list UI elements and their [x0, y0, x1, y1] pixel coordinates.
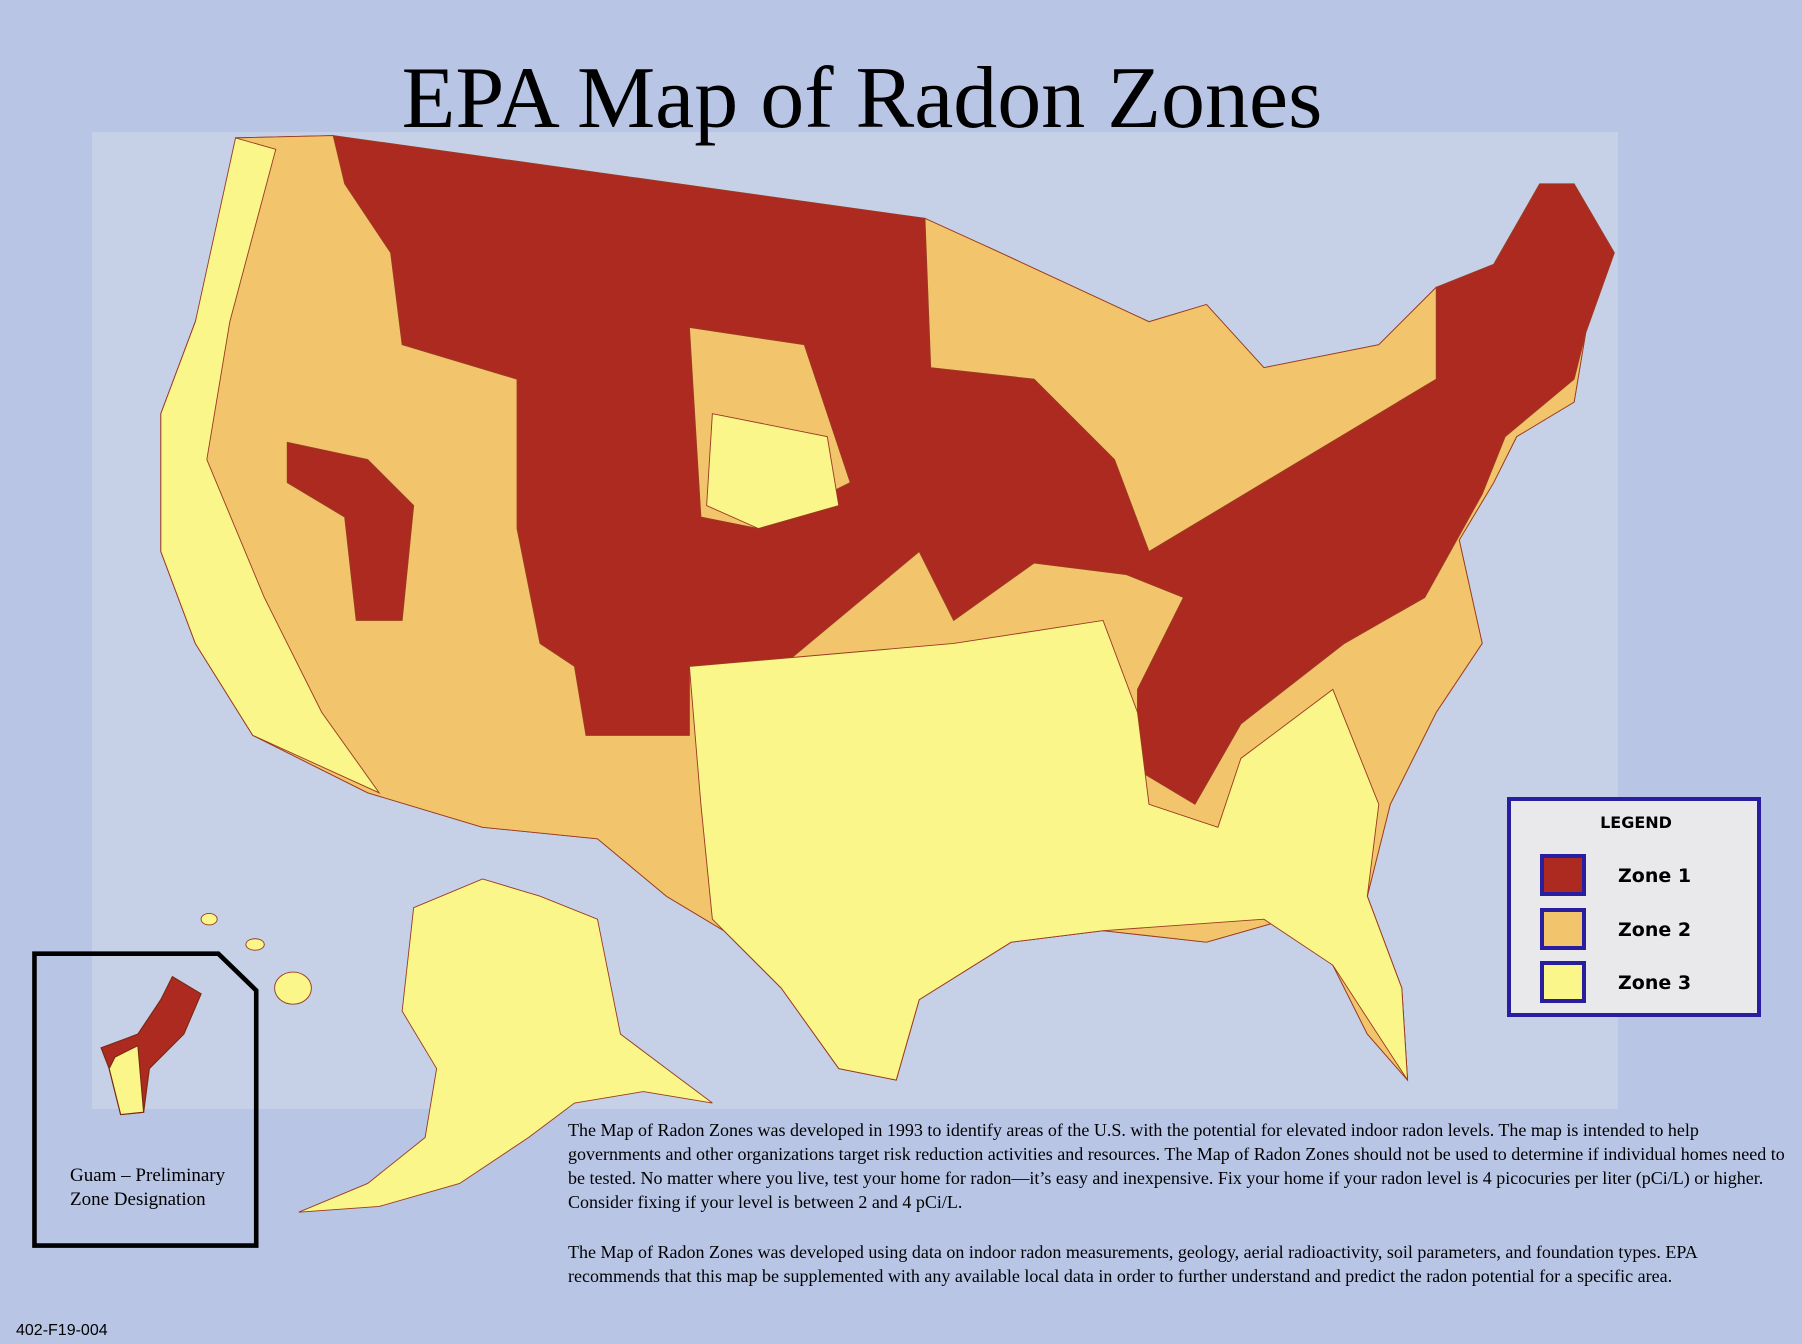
guam-inset — [32, 951, 259, 1248]
zone-3-region — [160, 137, 381, 794]
title: EPA Map of Radon Zones — [401, 50, 1323, 147]
hawaii-island — [200, 912, 218, 926]
zone-3-region — [688, 619, 1409, 1082]
legend-title: LEGEND — [1600, 813, 1672, 832]
guam-south — [108, 1044, 145, 1116]
legend-swatch — [1540, 854, 1586, 896]
hawaii-island — [274, 971, 312, 1005]
alaska — [298, 878, 713, 1213]
document-code: 402-F19-004 — [16, 1322, 108, 1339]
inset-line: Zone Designation — [70, 1189, 206, 1210]
legend-label: Zone 1 — [1618, 865, 1691, 887]
zone-3-region — [706, 413, 840, 530]
description: The Map of Radon Zones was developed in … — [568, 1120, 1785, 1212]
inset-line: Guam – Preliminary — [70, 1165, 226, 1186]
hawaii-island — [245, 938, 265, 951]
zone-1-region — [286, 441, 415, 621]
legend-label: Zone 3 — [1618, 972, 1691, 994]
inset-label: Guam – Preliminary Zone Designation — [70, 1164, 225, 1212]
description: The Map of Radon Zones was developed usi… — [568, 1242, 1697, 1286]
legend-swatch — [1540, 961, 1586, 1003]
us-map — [160, 135, 1615, 1213]
legend-label: Zone 2 — [1618, 919, 1691, 941]
legend-swatch — [1540, 908, 1586, 950]
inset-frame — [32, 951, 259, 1248]
zone-2-region — [924, 217, 1437, 553]
